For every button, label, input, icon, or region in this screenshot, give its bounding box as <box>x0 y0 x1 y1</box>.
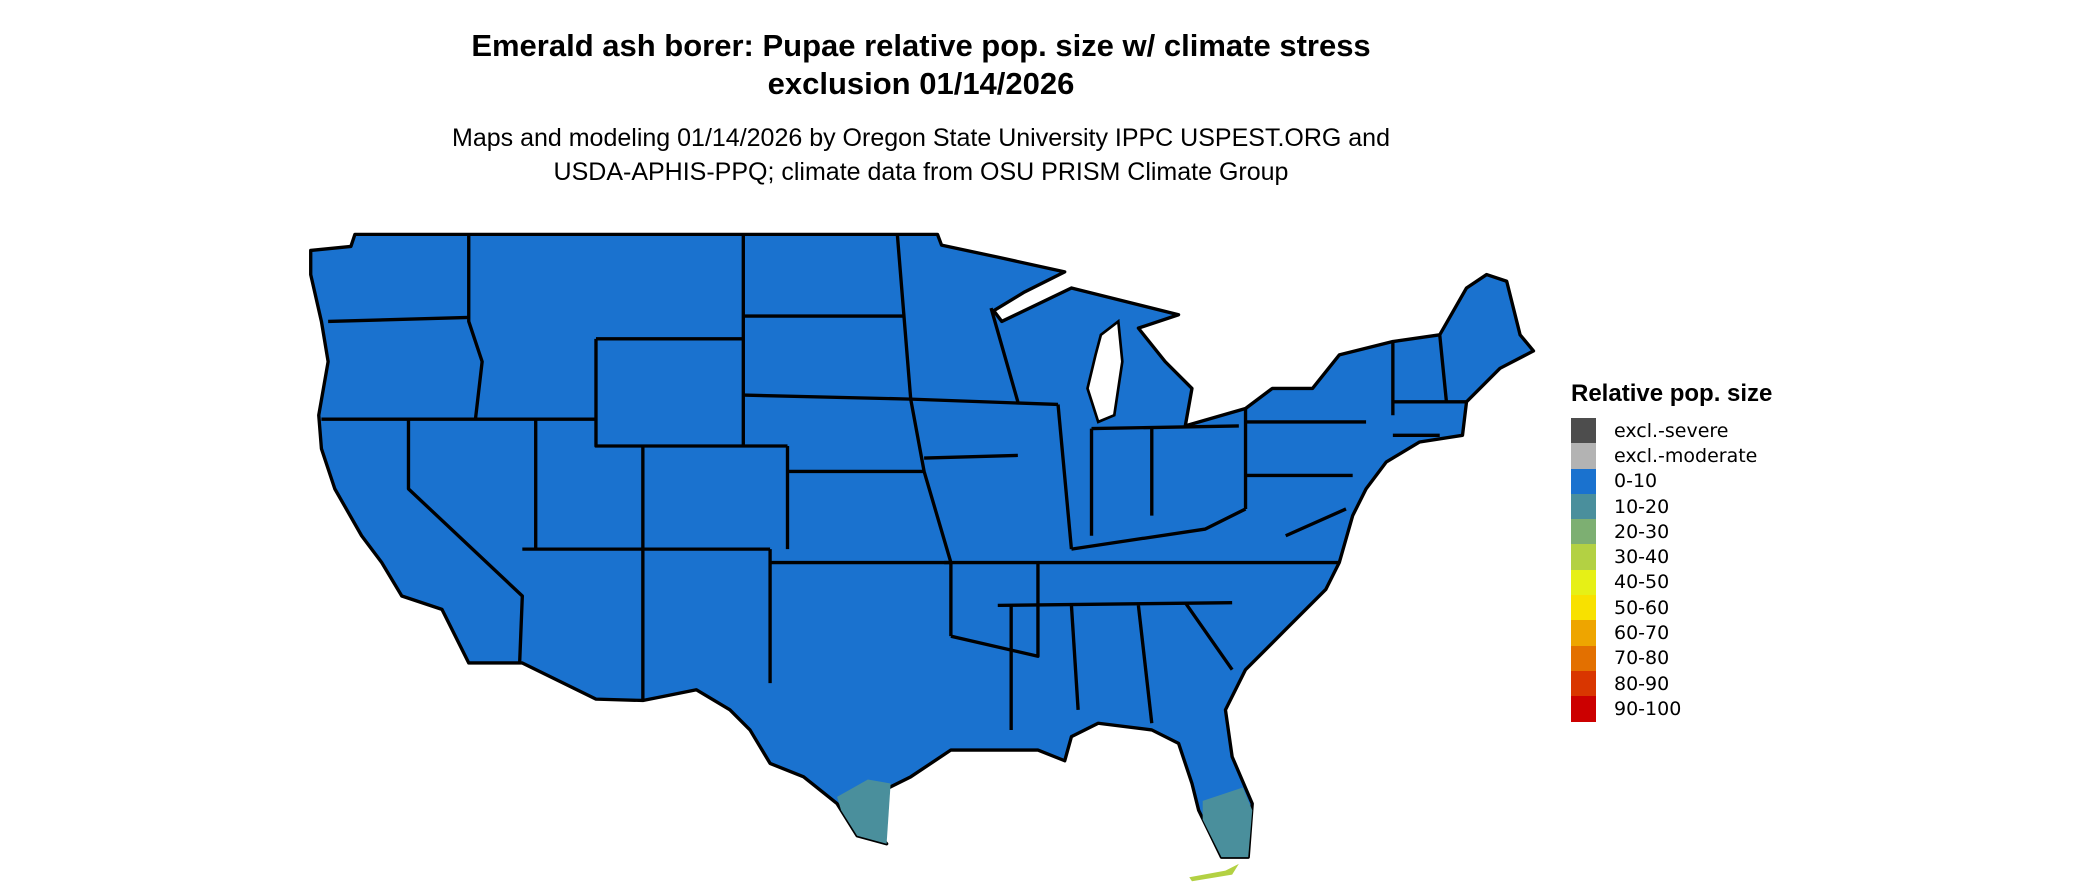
legend-swatch <box>1571 620 1596 646</box>
legend-label: 30-40 <box>1614 546 1670 569</box>
state-borders <box>321 234 1467 730</box>
legend-item: 10-20 <box>1571 493 1772 520</box>
legend-label: 60-70 <box>1614 622 1670 645</box>
legend-item: 90-100 <box>1571 696 1772 722</box>
legend-item: excl.-severe <box>1571 418 1772 444</box>
south-florida-10-20-zone <box>1202 787 1253 858</box>
legend-item: 0-10 <box>1571 468 1772 494</box>
legend-item: excl.-moderate <box>1571 443 1772 469</box>
legend-label: 70-80 <box>1614 647 1670 670</box>
legend-label: 0-10 <box>1614 470 1658 493</box>
south-texas-10-20-zone <box>837 779 891 844</box>
legend-item: 70-80 <box>1571 645 1772 671</box>
florida-keys-30-40-zone <box>1189 863 1239 882</box>
legend-swatch <box>1571 468 1596 494</box>
map-subtitle: Maps and modeling 01/14/2026 by Oregon S… <box>0 121 1842 189</box>
title-line-2: exclusion 01/14/2026 <box>767 66 1075 101</box>
legend-swatch <box>1571 645 1596 671</box>
legend-label: excl.-severe <box>1614 419 1729 442</box>
legend-swatch <box>1571 670 1596 697</box>
legend-title: Relative pop. size <box>1571 380 1773 407</box>
subtitle-line-2: USDA-APHIS-PPQ; climate data from OSU PR… <box>553 158 1289 186</box>
legend-item: 50-60 <box>1571 595 1772 621</box>
legend-swatch <box>1571 519 1596 545</box>
legend-swatch <box>1571 443 1596 469</box>
legend-item: 80-90 <box>1571 670 1772 697</box>
legend-label: 90-100 <box>1614 697 1682 720</box>
legend-swatch <box>1571 696 1596 722</box>
legend-item: 30-40 <box>1571 544 1772 570</box>
map-title: Emerald ash borer: Pupae relative pop. s… <box>0 27 1842 103</box>
legend-label: 10-20 <box>1614 495 1670 518</box>
legend-swatch <box>1571 544 1596 570</box>
legend-swatch <box>1571 418 1596 444</box>
legend-swatch <box>1571 569 1596 596</box>
legend-label: 40-50 <box>1614 571 1670 594</box>
legend-item: 20-30 <box>1571 519 1772 545</box>
legend-label: 50-60 <box>1614 596 1670 619</box>
legend-label: 20-30 <box>1614 520 1670 543</box>
conus-landmass <box>309 232 1536 859</box>
legend-swatch <box>1571 493 1596 520</box>
legend-label: excl.-moderate <box>1614 444 1758 467</box>
legend-label: 80-90 <box>1614 672 1670 695</box>
title-line-1: Emerald ash borer: Pupae relative pop. s… <box>471 28 1371 63</box>
legend: Relative pop. size excl.-severe excl.-mod… <box>1571 380 1772 722</box>
lake-michigan <box>1086 318 1124 424</box>
legend-item: 40-50 <box>1571 569 1772 596</box>
legend-swatch <box>1571 595 1596 621</box>
subtitle-line-1: Maps and modeling 01/14/2026 by Oregon S… <box>452 124 1390 152</box>
legend-items: excl.-severe excl.-moderate 0-10 10-20 20-30… <box>1571 418 1772 722</box>
legend-item: 60-70 <box>1571 620 1772 646</box>
